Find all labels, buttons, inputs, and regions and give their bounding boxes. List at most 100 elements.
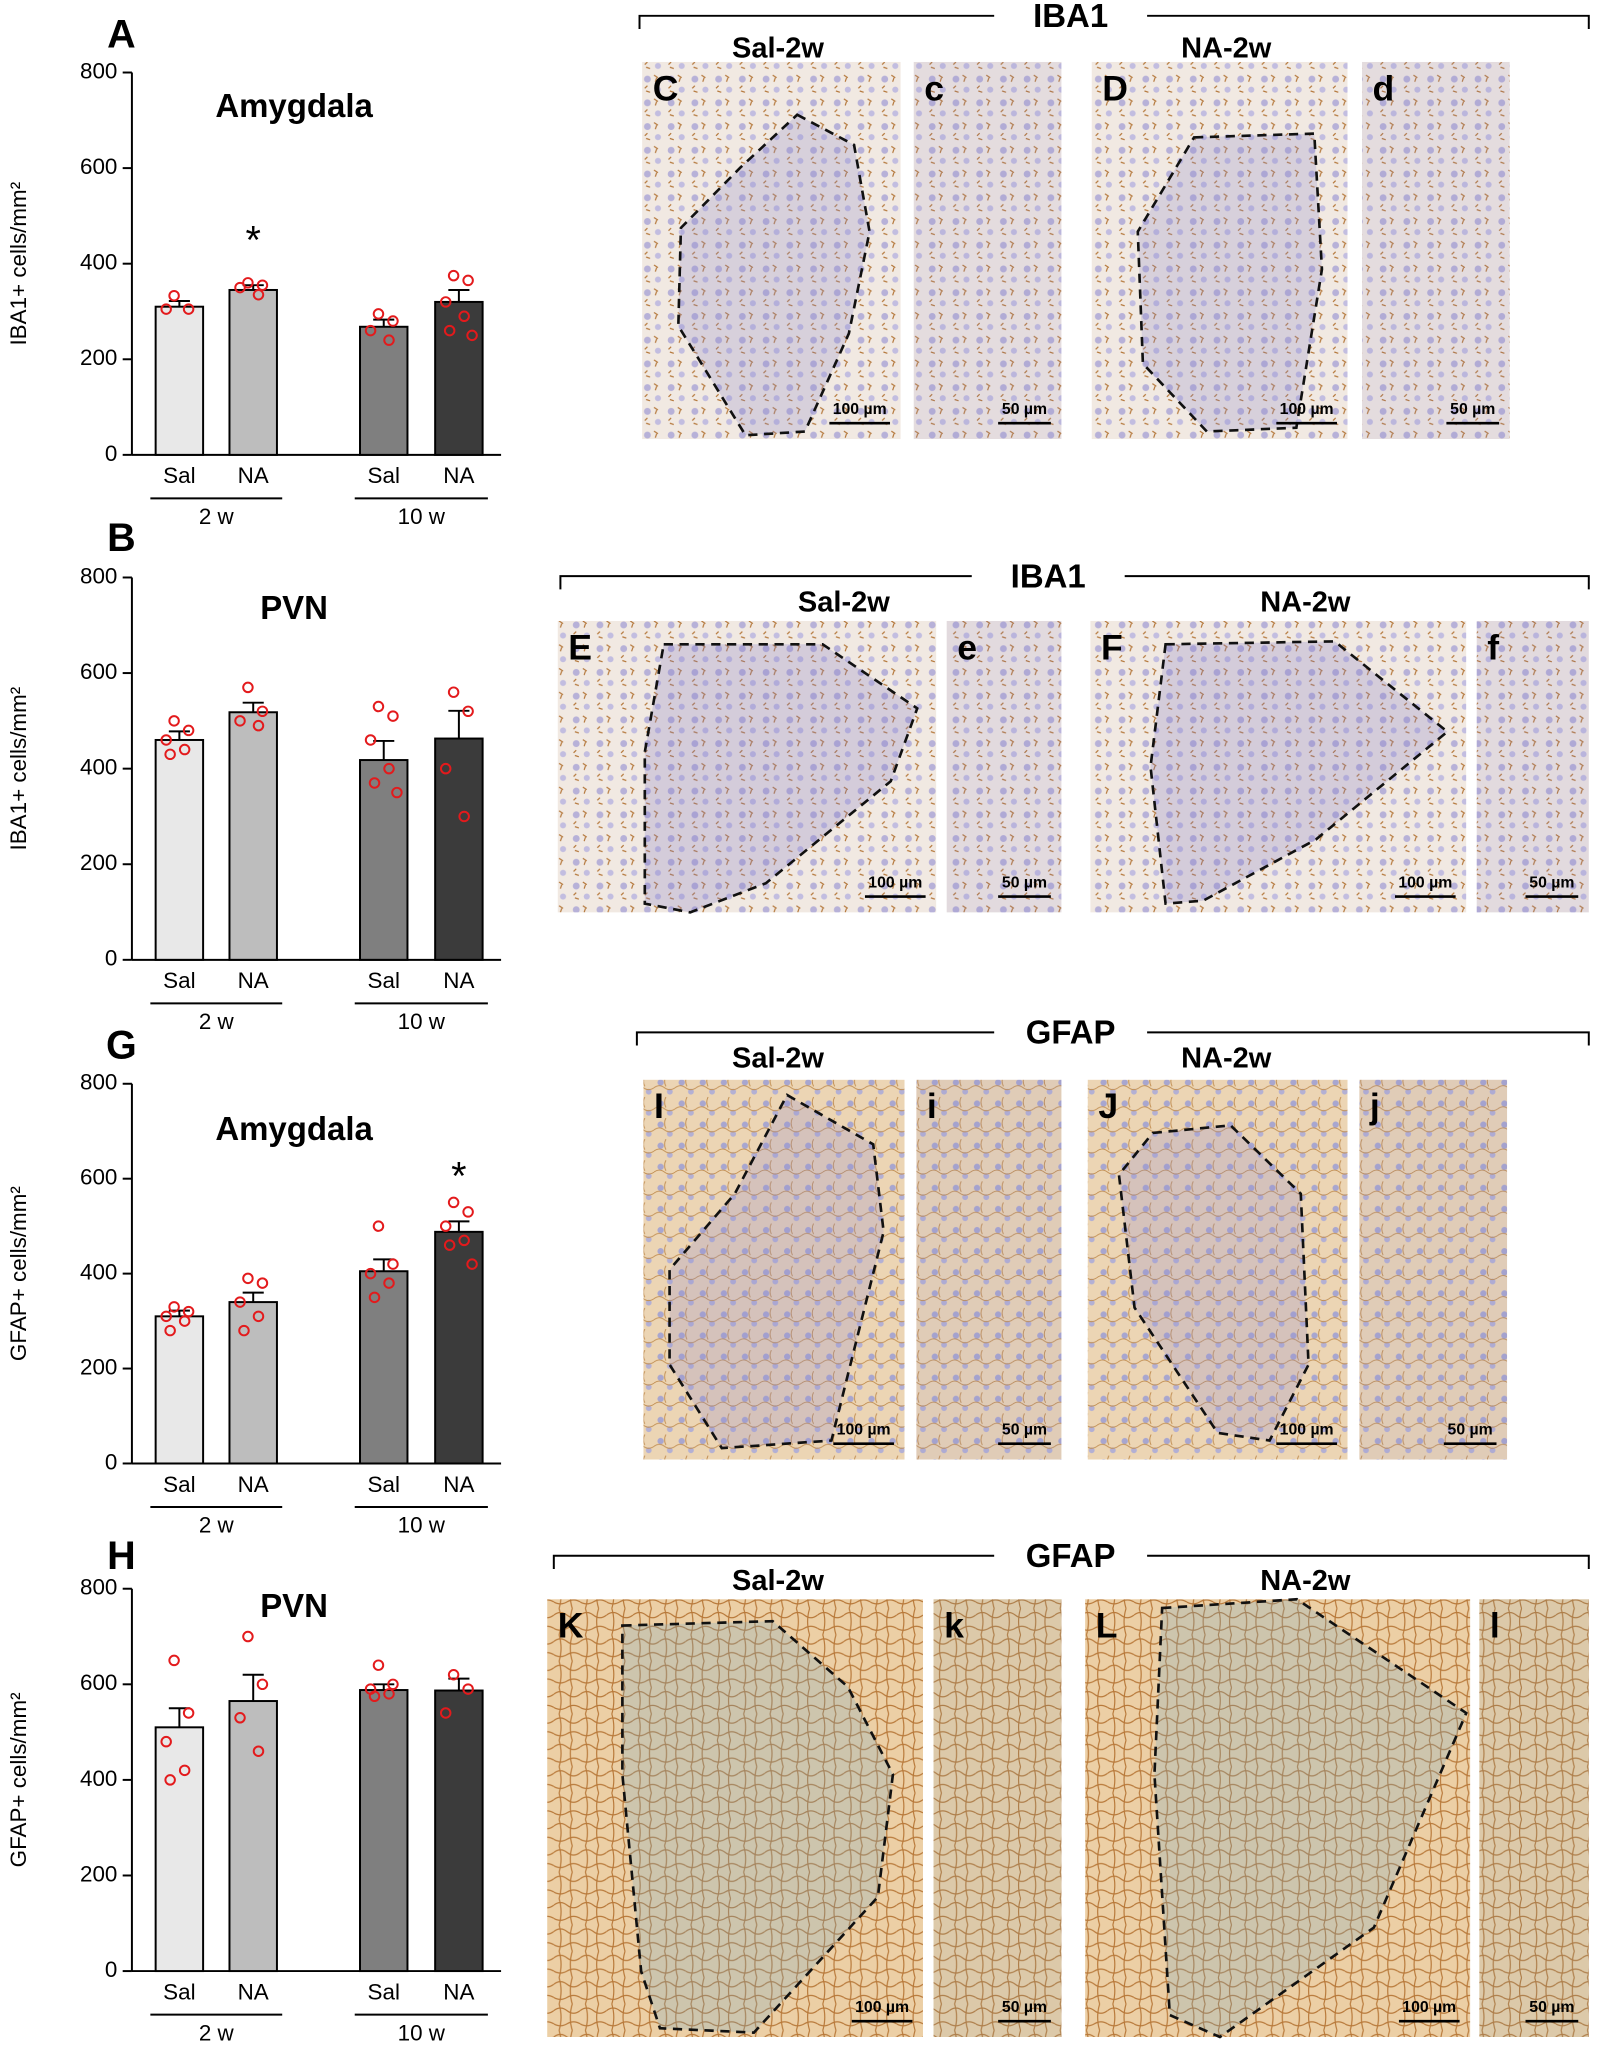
micrograph-tint (913, 61, 1062, 440)
chart-title: PVN (260, 1587, 328, 1624)
error-bar (242, 701, 264, 713)
data-point (178, 1315, 191, 1327)
scale-bar-label: 50 µm (1529, 875, 1574, 892)
scale-bar-label: 100 µm (833, 401, 887, 418)
image-letter: E (568, 627, 592, 667)
y-tick-label: 400 (80, 755, 117, 780)
data-point (168, 289, 180, 302)
group-heading: Sal-2w (732, 1565, 824, 1597)
micrograph-tint (1479, 1599, 1589, 2037)
data-point (368, 1291, 381, 1304)
data-point (160, 1735, 172, 1748)
group-label: 2 w (199, 504, 235, 529)
data-point (458, 1234, 470, 1247)
data-point (160, 303, 172, 315)
y-axis-label: IBA1+ cells/mm² (6, 686, 31, 850)
micrograph-tint (1362, 61, 1510, 440)
x-tick-label: Sal (163, 463, 195, 488)
micrograph-tint (1359, 1079, 1508, 1460)
data-point (372, 1220, 385, 1232)
panel-letter: G (106, 1024, 137, 1068)
data-point (242, 1272, 254, 1285)
bar (154, 1726, 205, 1973)
stain-label: GFAP (1026, 1014, 1116, 1051)
data-point (383, 1277, 395, 1289)
group-label: 10 w (398, 504, 446, 529)
error-bar (448, 709, 470, 739)
data-point (164, 748, 176, 761)
x-tick-label: Sal (163, 1979, 195, 2004)
image-letter: D (1102, 68, 1128, 108)
micrograph (933, 1599, 1062, 2037)
bar (434, 1689, 484, 1973)
scale-bar-label: 100 µm (1402, 1999, 1456, 2016)
group-label: 10 w (398, 1009, 446, 1034)
data-point (368, 1690, 381, 1702)
data-point (383, 334, 395, 346)
bar (154, 305, 205, 456)
group-label: 2 w (199, 1513, 235, 1538)
image-letter: I (654, 1086, 664, 1126)
scale-bar-label: 100 µm (1280, 1422, 1334, 1439)
data-point (178, 743, 191, 756)
image-letter: L (1096, 1606, 1118, 1646)
section-bracket (559, 575, 1590, 590)
x-tick-label: Sal (163, 1472, 195, 1497)
micrograph-tint (1476, 620, 1589, 913)
group-label: 10 w (398, 1513, 446, 1538)
data-point (462, 705, 474, 718)
data-point (372, 700, 385, 713)
data-point (160, 1310, 172, 1323)
data-point (252, 289, 265, 301)
data-point (383, 762, 395, 775)
data-point (372, 308, 385, 320)
micrograph (913, 61, 1062, 440)
stain-label: IBA1 (1011, 557, 1086, 594)
data-point (466, 1258, 478, 1270)
data-point (256, 279, 269, 291)
data-point (439, 1707, 452, 1719)
y-tick-label: 600 (80, 154, 117, 179)
data-point (234, 281, 246, 294)
region-tint (1150, 641, 1448, 904)
significance-mark: * (451, 1155, 466, 1199)
data-point (364, 324, 377, 337)
scale-bar-label: 50 µm (1002, 401, 1047, 418)
data-point (447, 1669, 460, 1681)
section-bracket (552, 1554, 1590, 1569)
x-tick-label: NA (443, 968, 474, 993)
scale-bar-label: 100 µm (1398, 875, 1452, 892)
bar (434, 300, 484, 456)
group-heading: Sal-2w (732, 1043, 824, 1075)
image-letter: e (957, 627, 977, 667)
y-tick-label: 600 (80, 1670, 117, 1695)
group-heading: NA-2w (1181, 1043, 1272, 1075)
data-point (462, 1206, 474, 1218)
region-tint (622, 1621, 893, 2033)
error-bar (242, 284, 264, 290)
x-tick-label: NA (238, 463, 269, 488)
data-point (256, 705, 269, 718)
data-point (182, 303, 195, 315)
region-tint (644, 644, 918, 913)
data-point (383, 1688, 395, 1700)
bar (228, 1700, 278, 1973)
data-point (387, 710, 399, 722)
x-tick-label: NA (443, 1472, 474, 1497)
y-tick-label: 800 (80, 563, 117, 588)
micrograph (547, 1599, 923, 2037)
section-bracket (638, 14, 1590, 30)
panel-letter: H (107, 1534, 136, 1578)
bar (154, 738, 205, 961)
x-tick-label: Sal (368, 463, 400, 488)
region-tint (669, 1094, 884, 1449)
micrograph (916, 1079, 1062, 1460)
region-outline (1136, 132, 1324, 433)
data-point (238, 1324, 250, 1337)
y-tick-label: 800 (80, 1070, 117, 1095)
micrograph (1085, 1599, 1471, 2037)
x-tick-label: NA (238, 1472, 269, 1497)
data-point (252, 1745, 265, 1757)
micrograph (946, 620, 1062, 913)
image-letter: c (924, 68, 944, 108)
